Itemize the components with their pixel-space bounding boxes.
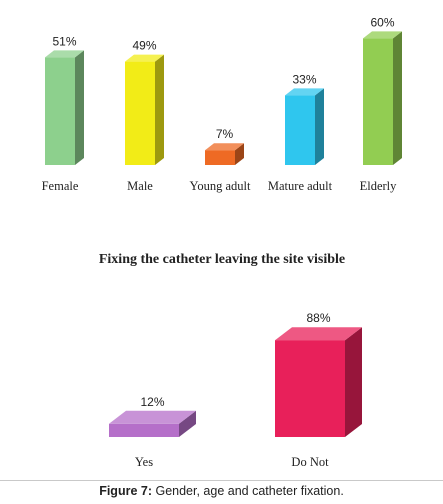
bar-top-face (285, 88, 324, 96)
bar-front-face (45, 57, 75, 165)
bar-top-face (275, 327, 362, 341)
chart-2-catheter-fixation: 12% Yes 88% Do Not (109, 311, 362, 469)
bar-front-face (285, 95, 315, 165)
figure-canvas: 51% Female 49% Male 7% Young adult 33% Mature a… (42, 15, 402, 469)
chart-1-value-label-1: 49% (132, 39, 156, 53)
chart-1-category-label-4: Elderly (360, 179, 398, 193)
caption-divider (0, 480, 443, 481)
bar-top-face (45, 50, 84, 58)
bar-side-face (393, 31, 402, 166)
chart-1-value-label-3: 33% (292, 72, 316, 86)
bar-side-face (235, 143, 244, 165)
chart-1-category-label-0: Female (42, 179, 79, 193)
chart-1-value-label-0: 51% (52, 34, 76, 48)
figure-caption: Figure 7: Gender, age and catheter fixat… (0, 484, 443, 498)
bar-front-face (205, 150, 235, 165)
bar-side-face (315, 88, 324, 165)
chart-1-bar-1 (125, 54, 164, 165)
chart-2-bar-1 (275, 327, 362, 437)
bar-front-face (363, 38, 393, 165)
chart-2-category-label-0: Yes (135, 455, 153, 469)
chart-1-gender-age: 51% Female 49% Male 7% Young adult 33% Mature a… (42, 15, 402, 193)
bar-front-face (109, 423, 179, 437)
bar-top-face (109, 410, 196, 424)
chart-1-bar-2 (205, 143, 244, 165)
chart-1-category-label-3: Mature adult (268, 179, 333, 193)
chart-1-category-label-2: Young adult (190, 179, 251, 193)
bar-side-face (345, 327, 362, 437)
chart-1-value-label-2: 7% (216, 127, 234, 141)
chart-1-value-label-4: 60% (370, 15, 394, 29)
bar-side-face (75, 50, 84, 165)
bar-front-face (275, 340, 345, 437)
chart-1-bar-0 (45, 50, 84, 165)
chart-1-bar-4 (363, 31, 402, 166)
bar-top-face (205, 143, 244, 151)
bar-side-face (155, 54, 164, 165)
chart-1-category-label-1: Male (127, 179, 153, 193)
chart-1-bar-3 (285, 88, 324, 165)
bar-top-face (125, 54, 164, 62)
bar-top-face (363, 31, 402, 39)
bar-front-face (125, 61, 155, 165)
bar-side-face (179, 410, 196, 437)
caption-label: Figure 7: (99, 484, 152, 498)
chart-2-bar-0 (109, 410, 196, 437)
chart-2-title: Fixing the catheter leaving the site vis… (99, 252, 345, 267)
caption-text: Gender, age and catheter fixation. (152, 484, 344, 498)
chart-2-value-label-0: 12% (140, 395, 164, 409)
chart-2-category-label-1: Do Not (291, 455, 329, 469)
chart-2-value-label-1: 88% (306, 311, 330, 325)
